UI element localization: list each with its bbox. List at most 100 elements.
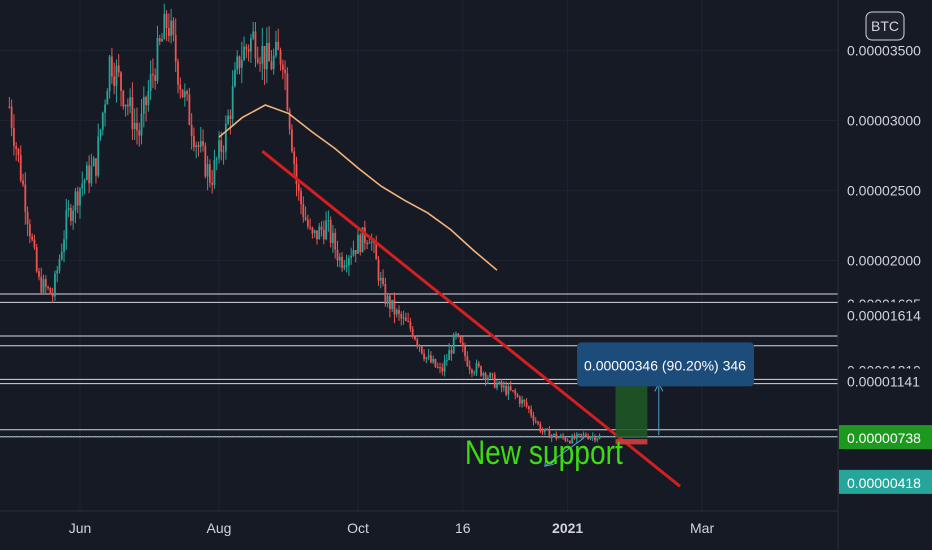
candle [286,67,289,112]
x-tick-label: Jun [69,520,92,536]
price-range-measure[interactable]: 0.00000346 (90.20%) 346 [577,342,754,436]
candle [49,287,52,295]
x-tick-label: Mar [690,520,714,536]
candle [42,274,45,296]
candle [108,54,111,99]
candle [459,335,462,344]
currency-badge[interactable] [865,11,905,41]
candle [90,153,93,187]
candle [165,10,168,42]
candle [482,371,485,380]
candle [477,360,480,369]
candle [496,379,498,391]
candle [122,89,125,110]
candle [439,362,441,374]
candle [152,58,154,89]
long-position-tool[interactable] [615,382,648,445]
candle [414,335,416,341]
candle [54,270,56,301]
candle [206,155,209,191]
candle [58,254,61,274]
y-tick-label: 0.00002500 [847,182,921,198]
candle [167,13,170,42]
x-tick-label: Oct [347,520,369,536]
candle [177,58,179,94]
candle [306,214,309,230]
candle [389,292,391,318]
candle [375,235,378,260]
candle [281,59,284,80]
candle [509,380,512,392]
candle [548,426,551,439]
candle [224,115,227,160]
candle [450,345,453,361]
x-tick-labels: Jun Aug Oct 16 2021 Mar [69,520,715,536]
candle [295,156,298,197]
candle [491,372,494,380]
candle [170,8,173,44]
candle [215,156,218,171]
candle [115,59,118,103]
measure-label: 0.00000346 (90.20%) 346 [584,357,746,373]
candle [8,97,11,109]
grid-lines [0,0,838,511]
candle [254,22,257,68]
candle [279,47,282,71]
candle [402,310,405,325]
currency-badge-label: BTC [871,18,899,34]
time-axis[interactable]: Jun Aug Oct 16 2021 Mar [0,510,838,536]
candle [589,436,592,441]
candle [204,142,207,179]
price-axis[interactable]: 0.00003500 0.00003000 0.00002500 0.00002000… [837,0,932,550]
candle [243,36,245,62]
y-tick-label: 0.00002000 [847,252,921,268]
candle [106,88,109,105]
candle [199,126,202,153]
candle [229,109,232,135]
candle [193,127,195,152]
x-tick-label: 16 [455,520,471,536]
candle [448,343,451,361]
candle [163,3,166,40]
candle [97,123,100,178]
candle [393,292,396,324]
current-price-label: 0.00000738 [847,430,921,446]
candle [65,198,68,250]
candle [550,434,553,442]
candle [523,399,526,407]
candle [284,60,286,91]
candle [489,371,492,379]
position-loss-zone[interactable] [615,439,648,445]
candle [562,432,564,440]
candle [409,317,412,333]
candle [113,62,116,95]
candle [379,272,382,289]
candle [407,312,410,323]
candle [309,218,312,231]
candle [250,34,252,63]
candle [275,30,277,59]
candle [158,34,161,46]
candle [245,43,248,59]
new-support-annotation[interactable]: New support [465,434,623,472]
candle [117,54,120,78]
candle [72,205,75,230]
candlestick-series [8,3,601,445]
candle [111,47,113,85]
candle [133,108,136,140]
candle [129,88,132,114]
descending-trendline[interactable] [261,150,681,488]
candle [500,379,503,393]
position-profit-zone[interactable] [615,382,648,438]
candle [528,405,530,414]
candle [234,62,236,88]
candle [466,351,469,368]
candle [573,432,576,440]
candle [498,380,501,385]
candle [418,344,421,352]
candle [468,360,471,375]
candle [441,363,444,376]
candle [484,371,487,387]
candle [126,98,129,116]
